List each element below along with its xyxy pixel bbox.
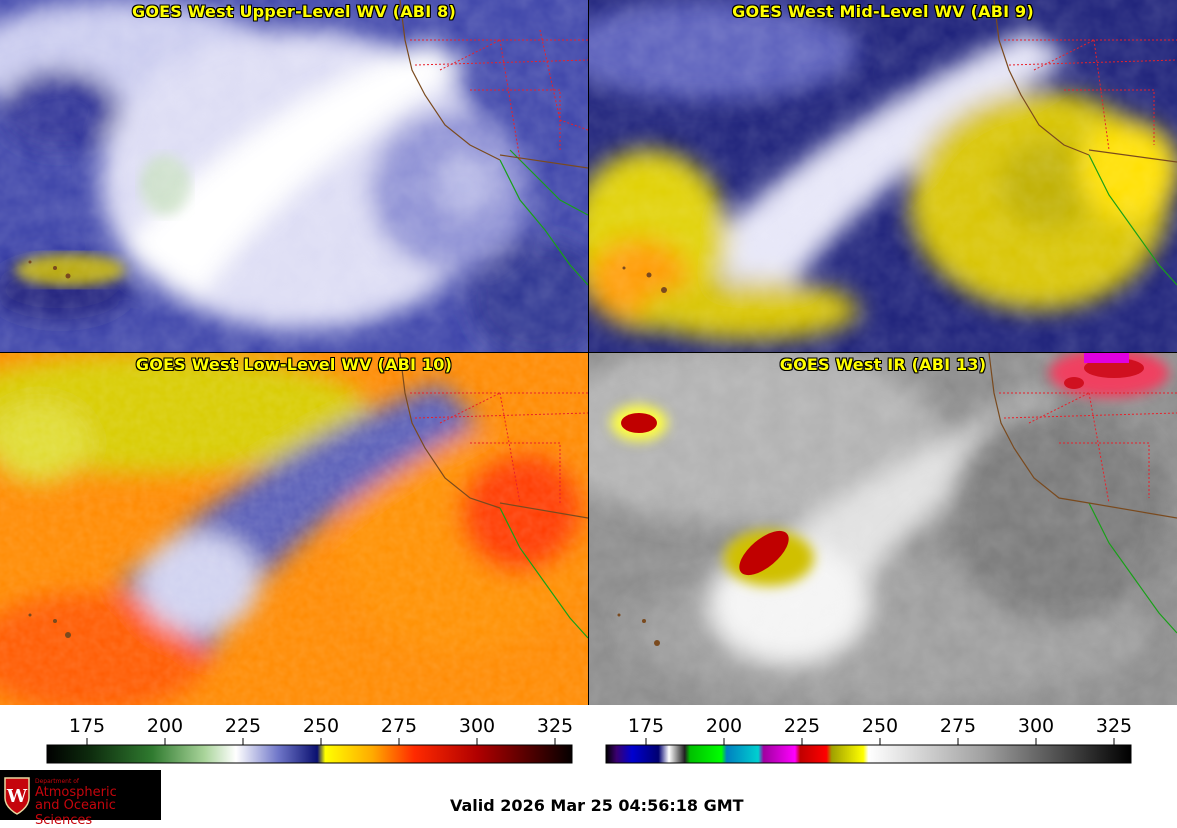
colorbar-tick-label: 325 [1096,715,1132,737]
logo-line-2: Atmospheric [35,785,117,800]
valid-time: Valid 2026 Mar 25 04:56:18 GMT [450,796,744,815]
panel-ir: GOES West IR (ABI 13) [589,353,1177,705]
low-level-wv-image [0,353,588,705]
seal-letter: W [6,786,28,807]
ir-colorbar: 175 200 225 250 275 300 325 [599,708,1139,772]
colorbar-tick-label: 275 [381,715,417,737]
colorbar-tick-label: 250 [862,715,898,737]
colorbar-tick-label: 225 [784,715,820,737]
ir-image [589,353,1177,705]
uw-seal-icon: W [4,777,30,815]
panel-low-level-wv: GOES West Low-Level WV (ABI 10) [0,353,589,705]
colorbar-tick-label: 325 [537,715,573,737]
colorbar-tick-label: 250 [303,715,339,737]
mid-level-wv-image [589,0,1177,352]
colorbar-tick-label: 175 [628,715,664,737]
colorbar-tick-label: 275 [940,715,976,737]
colorbar-tick-label: 300 [459,715,495,737]
colorbar-tick-label: 200 [706,715,742,737]
panel-title: GOES West Upper-Level WV (ABI 8) [132,2,456,21]
colorbar-tick-label: 175 [69,715,105,737]
upper-level-wv-image [0,0,588,352]
panel-upper-level-wv: GOES West Upper-Level WV (ABI 8) [0,0,589,353]
wv-colorbar: 175 200 225 250 275 300 325 [40,708,580,772]
logo-line-1: Department of [35,778,79,785]
colorbar-tick-label: 300 [1018,715,1054,737]
panel-mid-level-wv: GOES West Mid-Level WV (ABI 9) [589,0,1177,353]
panel-title: GOES West Mid-Level WV (ABI 9) [732,2,1034,21]
wv-colorbar-svg: 175 200 225 250 275 300 325 [46,715,573,764]
panel-title: GOES West IR (ABI 13) [779,355,987,374]
logo-line-3: and Oceanic Sciences [35,798,116,828]
colorbar-tick-label: 225 [225,715,261,737]
ir-colorbar-svg: 175 200 225 250 275 300 325 [605,715,1132,764]
aos-logo: W Department of Atmospheric and Oceanic … [0,770,161,828]
panel-title: GOES West Low-Level WV (ABI 10) [135,355,453,374]
colorbar-tick-label: 200 [147,715,183,737]
